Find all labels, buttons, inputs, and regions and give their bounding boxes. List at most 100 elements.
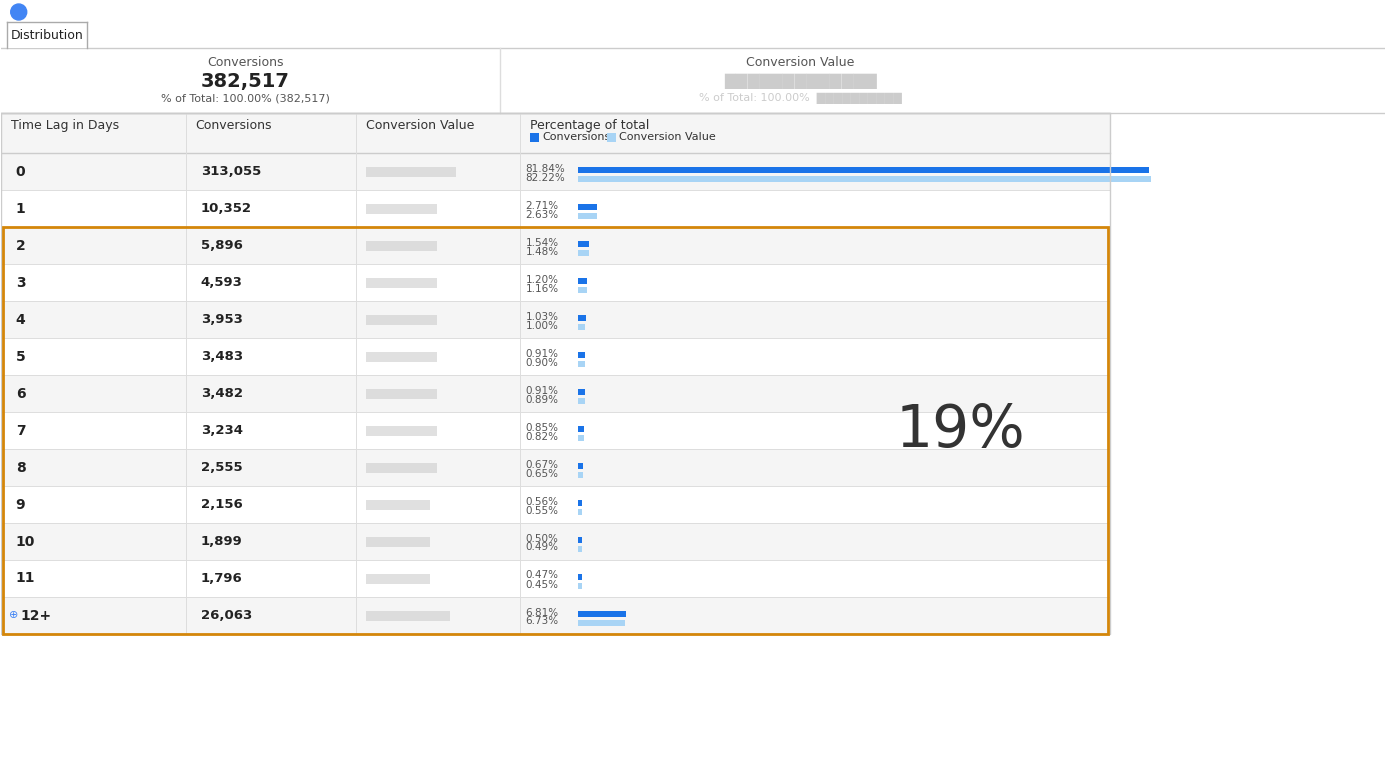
Text: 1,899: 1,899: [201, 535, 242, 548]
Bar: [1, 412, 1111, 449]
Text: 0.45%: 0.45%: [525, 579, 558, 590]
Bar: [579, 463, 583, 469]
Text: 382,517: 382,517: [201, 72, 289, 91]
Text: 19%: 19%: [895, 402, 1025, 459]
Text: Conversion Value: Conversion Value: [619, 132, 716, 142]
Text: 0.91%: 0.91%: [525, 348, 558, 358]
Bar: [579, 398, 584, 404]
Text: % of Total: 100.00%  ██████████: % of Total: 100.00% ██████████: [699, 92, 902, 104]
Bar: [366, 351, 438, 361]
Bar: [579, 389, 584, 395]
Bar: [579, 536, 582, 543]
Text: 1.20%: 1.20%: [525, 274, 558, 284]
Bar: [1, 338, 1111, 375]
Text: 0: 0: [15, 165, 25, 178]
Text: 0.82%: 0.82%: [525, 431, 558, 441]
Text: % of Total: 100.00% (382,517): % of Total: 100.00% (382,517): [161, 93, 330, 103]
Text: Conversions: Conversions: [208, 56, 284, 69]
Text: 0.89%: 0.89%: [525, 395, 558, 405]
Bar: [579, 508, 582, 514]
Text: 3: 3: [15, 276, 25, 290]
Bar: [1, 375, 1111, 412]
Text: 6.81%: 6.81%: [525, 607, 558, 617]
Text: 0.65%: 0.65%: [525, 469, 558, 479]
Circle shape: [11, 4, 26, 20]
Bar: [366, 241, 438, 251]
Bar: [579, 582, 582, 588]
Bar: [579, 610, 626, 616]
Bar: [579, 351, 584, 357]
Text: 81.84%: 81.84%: [525, 164, 565, 174]
Text: 0.50%: 0.50%: [525, 533, 558, 543]
Text: 2.71%: 2.71%: [525, 200, 558, 210]
Text: 0.91%: 0.91%: [525, 386, 558, 395]
Text: Time Lag in Days: Time Lag in Days: [11, 119, 119, 132]
Bar: [1, 190, 1111, 227]
Text: 10,352: 10,352: [201, 202, 252, 215]
Text: 3,234: 3,234: [201, 424, 242, 437]
Bar: [366, 389, 438, 399]
Bar: [366, 500, 431, 510]
Bar: [366, 167, 457, 177]
Text: 1.54%: 1.54%: [525, 238, 558, 248]
Bar: [579, 574, 582, 579]
Bar: [579, 425, 584, 431]
Bar: [366, 610, 450, 620]
Text: 4,593: 4,593: [201, 276, 242, 289]
Bar: [579, 472, 583, 478]
Bar: [1, 523, 1111, 560]
Bar: [7, 22, 87, 48]
Text: 1.00%: 1.00%: [525, 321, 558, 331]
Text: 6: 6: [15, 386, 25, 401]
Bar: [1, 48, 1385, 113]
Text: 12+: 12+: [21, 609, 51, 623]
Bar: [366, 277, 438, 287]
Bar: [366, 425, 438, 436]
Bar: [1, 227, 1111, 264]
Bar: [1, 264, 1111, 301]
Text: Distribution: Distribution: [10, 28, 83, 41]
Text: 1.48%: 1.48%: [525, 246, 558, 257]
Text: ⊕: ⊕: [8, 610, 18, 620]
Text: Conversion Value: Conversion Value: [366, 119, 474, 132]
Bar: [579, 324, 586, 329]
Bar: [366, 574, 431, 584]
Text: 3,953: 3,953: [201, 313, 242, 326]
Bar: [579, 213, 597, 219]
Bar: [366, 536, 431, 546]
Bar: [579, 315, 586, 321]
Text: 2.63%: 2.63%: [525, 210, 558, 219]
Text: 313,055: 313,055: [201, 165, 260, 178]
Bar: [1, 486, 1111, 523]
Bar: [366, 315, 438, 325]
Bar: [1, 560, 1111, 597]
Bar: [366, 463, 438, 472]
Text: 0.85%: 0.85%: [525, 422, 558, 433]
Text: 3,482: 3,482: [201, 387, 242, 400]
Bar: [579, 546, 582, 552]
Text: 6.73%: 6.73%: [525, 616, 558, 626]
Text: 26,063: 26,063: [201, 609, 252, 622]
Bar: [1, 597, 1111, 634]
Bar: [579, 249, 589, 255]
Bar: [579, 277, 587, 283]
Bar: [579, 287, 586, 293]
Text: 1,796: 1,796: [201, 572, 242, 585]
Bar: [579, 203, 597, 210]
Text: 0.47%: 0.47%: [525, 571, 558, 581]
Bar: [1, 153, 1111, 190]
Text: 1: 1: [15, 201, 25, 216]
Bar: [579, 241, 589, 246]
Bar: [579, 167, 1148, 172]
Bar: [579, 500, 582, 505]
Bar: [1, 449, 1111, 486]
Bar: [608, 133, 616, 142]
Text: 8: 8: [15, 460, 25, 475]
Text: Conversions: Conversions: [195, 119, 271, 132]
Text: 9: 9: [15, 498, 25, 511]
Text: 0.55%: 0.55%: [525, 505, 558, 516]
Text: 0.49%: 0.49%: [525, 543, 558, 552]
Text: 3,483: 3,483: [201, 350, 242, 363]
Bar: [1, 113, 1111, 153]
Bar: [1, 301, 1111, 338]
